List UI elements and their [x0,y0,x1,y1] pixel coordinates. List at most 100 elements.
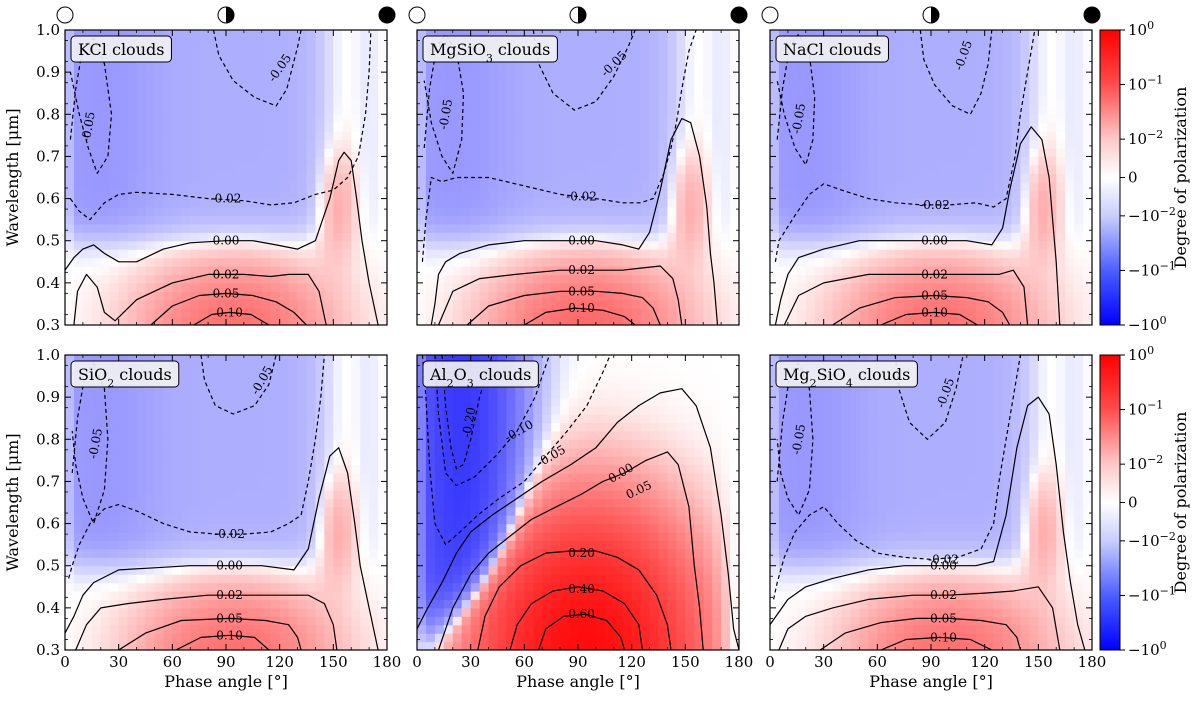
heatmap-cell [100,641,111,650]
heatmap-cell [306,414,317,424]
heatmap-cell [208,308,218,318]
heatmap-cell [118,181,129,191]
heatmap-cell [65,397,75,407]
heatmap-cell [649,131,660,141]
heatmap-cell [136,515,147,525]
heatmap-cell [217,607,227,617]
heatmap-cell [288,97,299,107]
heatmap-cell [217,80,227,90]
heatmap-cell [850,282,861,292]
heatmap-cell [136,355,147,365]
contour-label: -0.05 [79,111,98,144]
heatmap-cell [578,97,588,107]
heatmap-cell [342,422,352,432]
heatmap-cell [1029,80,1039,90]
heatmap-cell [154,80,164,90]
heatmap-cell [127,405,138,415]
heatmap-cell [1029,131,1039,141]
heatmap-cell [199,489,209,499]
heatmap-cell [984,249,995,259]
heatmap-cell [814,63,825,73]
heatmap-cell [190,282,200,292]
heatmap-cell [975,274,986,284]
heatmap-cell [730,282,739,292]
heatmap-cell [425,122,436,132]
heatmap-cell [578,173,588,183]
heatmap-cell [154,489,164,499]
heatmap-cell [533,122,543,132]
heatmap-cell [993,257,1004,267]
heatmap-cell [434,72,445,82]
heatmap-cell [65,430,75,440]
heatmap-cell [658,89,669,99]
heatmap-cell [957,190,968,200]
heatmap-cell [506,181,516,191]
heatmap-cell [288,548,299,558]
heatmap-cell [82,624,93,634]
heatmap-cell [315,164,325,174]
heatmap-cell [939,207,950,217]
heatmap-cell [145,139,156,149]
heatmap-cell [342,63,352,73]
heatmap-cell [181,97,191,107]
heatmap-cell [667,198,677,208]
heatmap-cell [676,38,686,48]
heatmap-cell [234,380,245,390]
heatmap-cell [886,198,896,208]
heatmap-cell [470,30,481,40]
heatmap-cell [270,565,281,575]
heatmap-cell [434,299,445,309]
heatmap-cell [279,122,290,132]
heatmap-cell [452,30,463,40]
heatmap-cell [181,599,191,609]
heatmap-cell [1020,30,1030,40]
heatmap-cell [217,257,227,267]
heatmap-cell [479,105,490,115]
heatmap-cell [261,72,272,82]
heatmap-cell [342,308,352,318]
heatmap-cell [524,240,534,250]
heatmap-cell [479,97,490,107]
heatmap-cell [685,30,695,40]
heatmap-cell [324,591,334,601]
heatmap-cell [1047,122,1057,132]
heatmap-cell [82,633,93,643]
heatmap-cell [226,223,236,233]
heatmap-cell [730,240,739,250]
heatmap-cell [145,464,156,474]
heatmap-cell [443,291,454,301]
heatmap-cell [895,240,905,250]
heatmap-cell [333,641,343,650]
heatmap-cell [306,489,317,499]
heatmap-cell [118,232,129,242]
heatmap-cell [1074,232,1084,242]
heatmap-cell [417,207,427,217]
heatmap-cell [217,148,227,158]
heatmap-cell [199,515,209,525]
heatmap-cell [1038,148,1048,158]
heatmap-cell [270,641,281,650]
heatmap-cell [939,105,950,115]
heatmap-cell [73,540,84,550]
heatmap-cell [676,181,686,191]
heatmap-cell [261,105,272,115]
heatmap-cell [261,405,272,415]
heatmap-cell [208,266,218,276]
heatmap-cell [136,599,147,609]
heatmap-cell [1020,164,1030,174]
heatmap-cell [73,274,84,284]
heatmap-cell [297,30,308,40]
heatmap-cell [1074,257,1084,267]
heatmap-cell [703,97,713,107]
heatmap-cell [360,97,370,107]
heatmap-cell [1029,63,1039,73]
heatmap-cell [479,63,490,73]
heatmap-cell [904,63,914,73]
heatmap-cell [172,641,182,650]
heatmap-cell [913,257,923,267]
heatmap-cell [832,164,843,174]
heatmap-cell [613,46,624,56]
heatmap-cell [208,473,218,483]
heatmap-cell [100,232,111,242]
heatmap-cell [306,173,317,183]
